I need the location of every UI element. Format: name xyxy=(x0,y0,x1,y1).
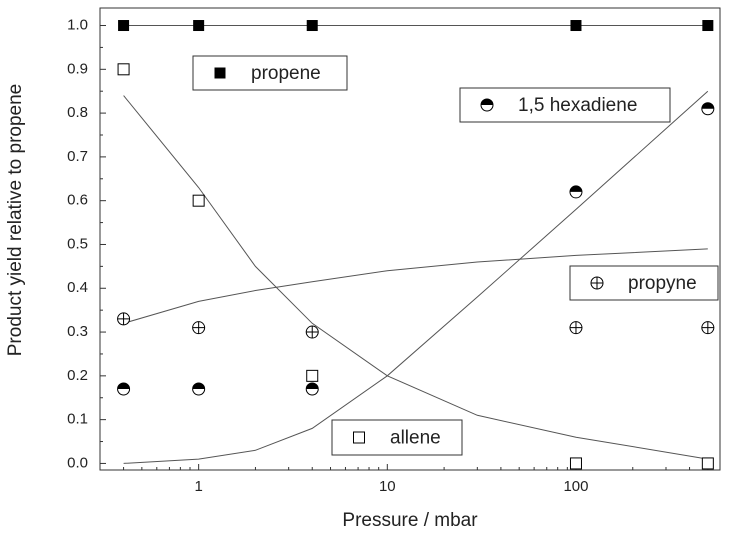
marker-shape xyxy=(192,194,205,207)
y-tick-label: 0.8 xyxy=(67,104,88,121)
marker xyxy=(570,20,582,32)
legend-label: 1,5 hexadiene xyxy=(518,95,637,116)
legend-box xyxy=(459,87,671,123)
marker xyxy=(117,63,130,76)
x-tick-label: 10 xyxy=(379,478,396,495)
marker-shape xyxy=(193,20,205,32)
marker-shape xyxy=(569,457,582,470)
marker xyxy=(590,276,604,290)
marker xyxy=(702,20,714,32)
legend-label: propyne xyxy=(628,273,697,294)
marker-shape xyxy=(192,382,205,389)
legend-label: propene xyxy=(251,63,321,84)
marker xyxy=(569,185,583,199)
marker-shape xyxy=(701,102,714,109)
marker xyxy=(569,457,582,470)
marker xyxy=(214,67,226,79)
marker xyxy=(305,382,319,396)
marker-shape xyxy=(569,185,582,192)
y-tick-label: 0.6 xyxy=(67,192,88,209)
marker xyxy=(192,382,206,396)
marker-shape xyxy=(353,431,365,444)
marker-shape xyxy=(117,382,130,389)
marker-shape xyxy=(702,20,714,32)
marker-shape xyxy=(192,321,205,334)
y-tick-label: 0.4 xyxy=(67,279,88,296)
marker xyxy=(353,431,365,444)
y-tick-label: 0.5 xyxy=(67,235,88,252)
marker-shape xyxy=(306,326,319,339)
marker-shape xyxy=(569,321,582,334)
marker xyxy=(701,321,715,335)
legend-label: allene xyxy=(390,428,441,449)
marker-shape xyxy=(306,369,319,382)
marker xyxy=(569,321,583,335)
marker xyxy=(701,457,714,470)
marker-shape xyxy=(701,457,714,470)
marker-shape xyxy=(118,20,130,32)
y-tick-label: 0.7 xyxy=(67,148,88,165)
marker-shape xyxy=(591,277,603,289)
x-tick-label: 100 xyxy=(563,478,588,495)
x-tick-label: 1 xyxy=(194,478,202,495)
plot-frame xyxy=(99,7,721,471)
y-tick-label: 0.1 xyxy=(67,411,88,428)
fit-curve xyxy=(123,95,708,460)
marker-shape xyxy=(117,63,130,76)
marker xyxy=(192,321,206,335)
marker-shape xyxy=(117,312,130,325)
marker xyxy=(701,102,715,116)
marker xyxy=(118,20,130,32)
y-tick-label: 0.0 xyxy=(67,454,88,471)
y-tick-label: 0.9 xyxy=(67,60,88,77)
y-tick-label: 0.3 xyxy=(67,323,88,340)
marker xyxy=(117,382,131,396)
fit-curve xyxy=(123,248,708,324)
y-tick-label: 1.0 xyxy=(67,16,88,33)
marker-shape xyxy=(701,321,714,334)
marker xyxy=(306,369,319,382)
y-tick-label: 0.2 xyxy=(67,367,88,384)
marker xyxy=(480,98,494,112)
y-axis-title: Product yield relative to propene xyxy=(5,84,26,357)
marker xyxy=(192,194,205,207)
marker-shape xyxy=(481,99,493,105)
marker-shape xyxy=(306,20,318,32)
marker-shape xyxy=(214,67,226,79)
marker-shape xyxy=(570,20,582,32)
x-axis-title: Pressure / mbar xyxy=(342,510,478,531)
marker xyxy=(305,325,319,339)
marker-shape xyxy=(306,382,319,389)
marker xyxy=(193,20,205,32)
marker xyxy=(306,20,318,32)
fit-curve xyxy=(123,90,709,464)
marker xyxy=(117,312,131,326)
